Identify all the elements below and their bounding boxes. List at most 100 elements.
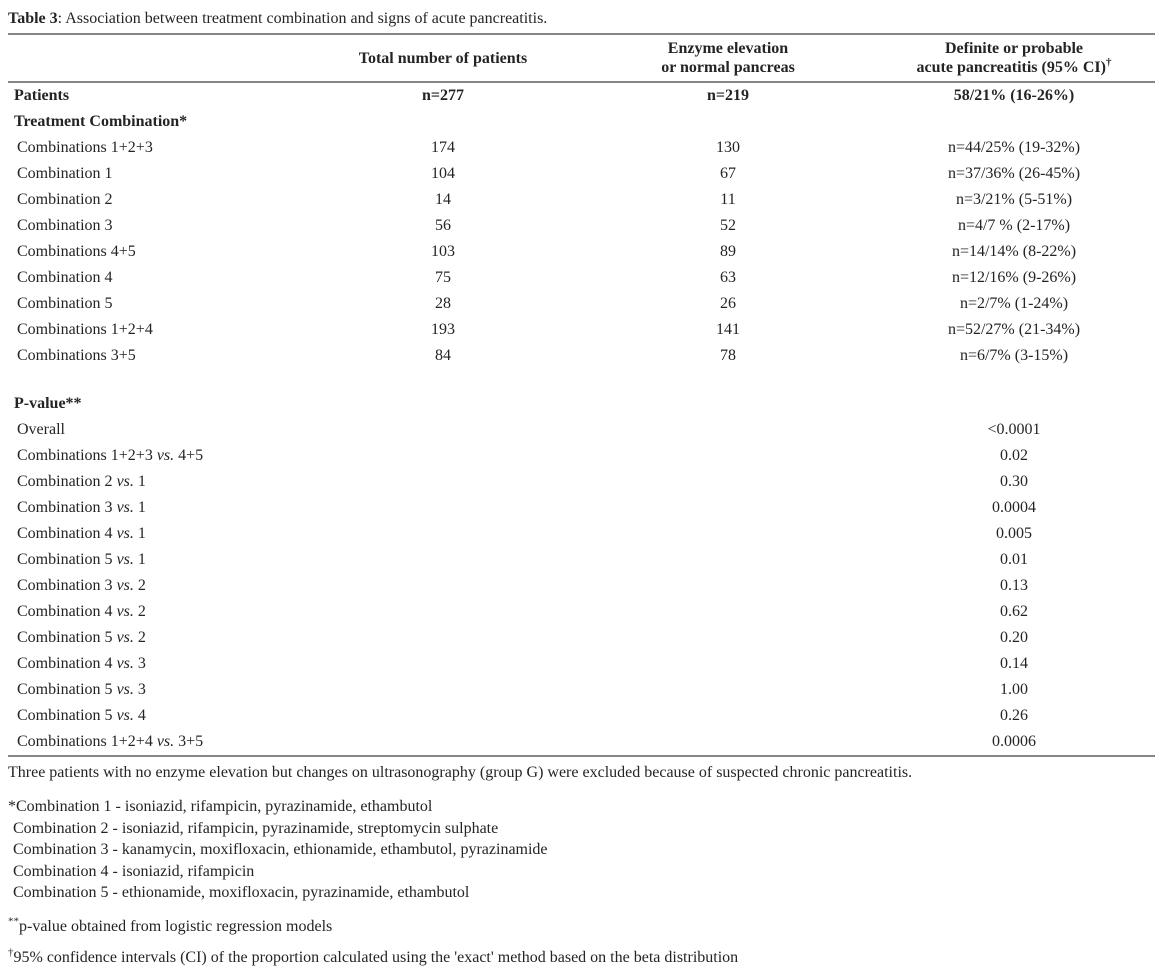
- table-row: Combination 4 vs. 3 0.14: [8, 651, 1155, 677]
- cell-total-patients: 56: [435, 217, 451, 234]
- col-header-pancreatitis: Definite or probable acute pancreatitis …: [873, 39, 1155, 77]
- table-row: Combinations 4+5 103 89 n=14/14% (8-22%): [8, 239, 1155, 265]
- spacer-row: [8, 369, 1155, 391]
- cell-pancreatitis: 1.00: [1000, 681, 1028, 698]
- col-header-pancreatitis-line2: acute pancreatitis (95% CI)†: [916, 56, 1112, 76]
- cell-pancreatitis: 0.26: [1000, 707, 1028, 724]
- table-row: Combination 2 vs. 1 0.30: [8, 469, 1155, 495]
- combination-definition-line: Combination 5 - ethionamide, moxifloxaci…: [13, 884, 470, 901]
- cell-pancreatitis: 58/21% (16-26%): [953, 87, 1075, 104]
- table-title: Table 3: Association between treatment c…: [8, 0, 1155, 33]
- row-label: Combination 4 vs. 3: [17, 655, 146, 672]
- table-row: Combination 1 104 67 n=37/36% (26-45%): [8, 161, 1155, 187]
- table-row: P-value**: [8, 391, 1155, 417]
- table-row: Combination 2 14 11 n=3/21% (5-51%): [8, 187, 1155, 213]
- row-label: P-value**: [14, 395, 82, 412]
- col-header-enzyme-line1: Enzyme elevation: [667, 40, 789, 57]
- cell-enzyme: 130: [716, 139, 740, 156]
- cell-pancreatitis: n=12/16% (9-26%): [951, 269, 1077, 286]
- cell-pancreatitis: n=2/7% (1-24%): [959, 295, 1069, 312]
- cell-pancreatitis: 0.62: [1000, 603, 1028, 620]
- cell-enzyme: 67: [720, 165, 736, 182]
- table-row: Combination 4 vs. 2 0.62: [8, 599, 1155, 625]
- row-label: Combinations 1+2+3 vs. 4+5: [17, 447, 204, 464]
- row-label: Combination 4 vs. 1: [17, 525, 146, 542]
- cell-pancreatitis: 0.0004: [992, 499, 1036, 516]
- table-row: Overall <0.0001: [8, 417, 1155, 443]
- table-row: Combination 5 28 26 n=2/7% (1-24%): [8, 291, 1155, 317]
- table-row: Combination 5 vs. 3 1.00: [8, 677, 1155, 703]
- row-label: Combinations 4+5: [17, 243, 136, 260]
- table-3: Total number of patients Enzyme elevatio…: [8, 33, 1155, 757]
- cell-pancreatitis: n=3/21% (5-51%): [955, 191, 1073, 208]
- cell-enzyme: 26: [720, 295, 736, 312]
- cell-enzyme: 63: [720, 269, 736, 286]
- row-label: Combination 3 vs. 1: [17, 499, 146, 516]
- row-label: Overall: [17, 421, 65, 438]
- row-label: Patients: [14, 87, 70, 104]
- row-label: Combination 5: [17, 295, 113, 312]
- row-label: Combination 5 vs. 4: [17, 707, 146, 724]
- cell-pancreatitis: 0.01: [1000, 551, 1028, 568]
- cell-pancreatitis: 0.14: [1000, 655, 1028, 672]
- note-pvalue-method: **p-value obtained from logistic regress…: [8, 915, 333, 935]
- cell-pancreatitis: <0.0001: [987, 421, 1041, 438]
- row-label: Combination 1: [17, 165, 113, 182]
- table-row: Patients n=277 n=219 58/21% (16-26%): [8, 83, 1155, 109]
- table-row: Combinations 1+2+3 174 130 n=44/25% (19-…: [8, 135, 1155, 161]
- table-row: Combination 4 vs. 1 0.005: [8, 521, 1155, 547]
- cell-pancreatitis: n=6/7% (3-15%): [959, 347, 1069, 364]
- table-title-text: : Association between treatment combinat…: [57, 10, 548, 27]
- cell-total-patients: n=277: [421, 87, 464, 104]
- row-label: Combination 4: [17, 269, 113, 286]
- table-body: Patients n=277 n=219 58/21% (16-26%) Tre…: [8, 83, 1155, 757]
- row-label: Treatment Combination*: [14, 113, 188, 130]
- cell-pancreatitis: 0.02: [1000, 447, 1028, 464]
- cell-total-patients: 174: [431, 139, 455, 156]
- table-row: Combination 3 vs. 2 0.13: [8, 573, 1155, 599]
- row-label: Combination 3 vs. 2: [17, 577, 146, 594]
- double-asterisk-superscript: **: [8, 915, 19, 928]
- cell-total-patients: 28: [435, 295, 451, 312]
- cell-pancreatitis: n=14/14% (8-22%): [951, 243, 1077, 260]
- table-row: Combination 3 56 52 n=4/7 % (2-17%): [8, 213, 1155, 239]
- table-title-label: Table 3: [8, 10, 58, 27]
- combination-definition-line: *Combination 1 - isoniazid, rifampicin, …: [8, 798, 433, 815]
- cell-enzyme: n=219: [706, 87, 749, 104]
- note-exclusion: Three patients with no enzyme elevation …: [8, 764, 913, 781]
- table-row: Combination 4 75 63 n=12/16% (9-26%): [8, 265, 1155, 291]
- row-label: Combinations 1+2+4 vs. 3+5: [17, 733, 204, 750]
- table-row: Combinations 3+5 84 78 n=6/7% (3-15%): [8, 343, 1155, 369]
- cell-total-patients: 14: [435, 191, 451, 208]
- combination-definition-line: Combination 4 - isoniazid, rifampicin: [13, 862, 255, 880]
- cell-pancreatitis: n=4/7 % (2-17%): [957, 217, 1071, 234]
- cell-total-patients: 84: [435, 347, 451, 364]
- row-label: Combinations 3+5: [17, 347, 136, 364]
- row-label: Combinations 1+2+4: [17, 321, 153, 338]
- cell-total-patients: 75: [435, 269, 451, 286]
- cell-pancreatitis: 0.20: [1000, 629, 1028, 646]
- dagger-superscript: †: [1105, 56, 1112, 69]
- row-label: Combination 5 vs. 3: [17, 681, 146, 698]
- combination-definition-line: Combination 3 - kanamycin, moxifloxacin,…: [13, 841, 548, 858]
- cell-enzyme: 52: [720, 217, 736, 234]
- row-label: Combination 3: [17, 217, 113, 234]
- cell-enzyme: 11: [720, 191, 736, 208]
- cell-pancreatitis: n=37/36% (26-45%): [947, 165, 1081, 182]
- table-header-row: Total number of patients Enzyme elevatio…: [8, 35, 1155, 83]
- table-row: Combinations 1+2+3 vs. 4+5 0.02: [8, 443, 1155, 469]
- row-label: Combination 5 vs. 2: [17, 629, 146, 646]
- cell-pancreatitis: 0.30: [1000, 473, 1028, 490]
- cell-total-patients: 193: [431, 321, 455, 338]
- cell-pancreatitis: 0.13: [1000, 577, 1028, 594]
- cell-pancreatitis: n=44/25% (19-32%): [947, 139, 1081, 156]
- cell-pancreatitis: n=52/27% (21-34%): [947, 321, 1081, 338]
- combination-definitions: *Combination 1 - isoniazid, rifampicin, …: [8, 796, 1155, 904]
- table-row: Combinations 1+2+4 vs. 3+5 0.0006: [8, 729, 1155, 755]
- row-label: Combination 4 vs. 2: [17, 603, 146, 620]
- cell-pancreatitis: 0.005: [996, 525, 1032, 542]
- row-label: Combination 2: [17, 191, 113, 208]
- cell-pancreatitis: 0.0006: [992, 733, 1036, 750]
- table-row: Combination 5 vs. 4 0.26: [8, 703, 1155, 729]
